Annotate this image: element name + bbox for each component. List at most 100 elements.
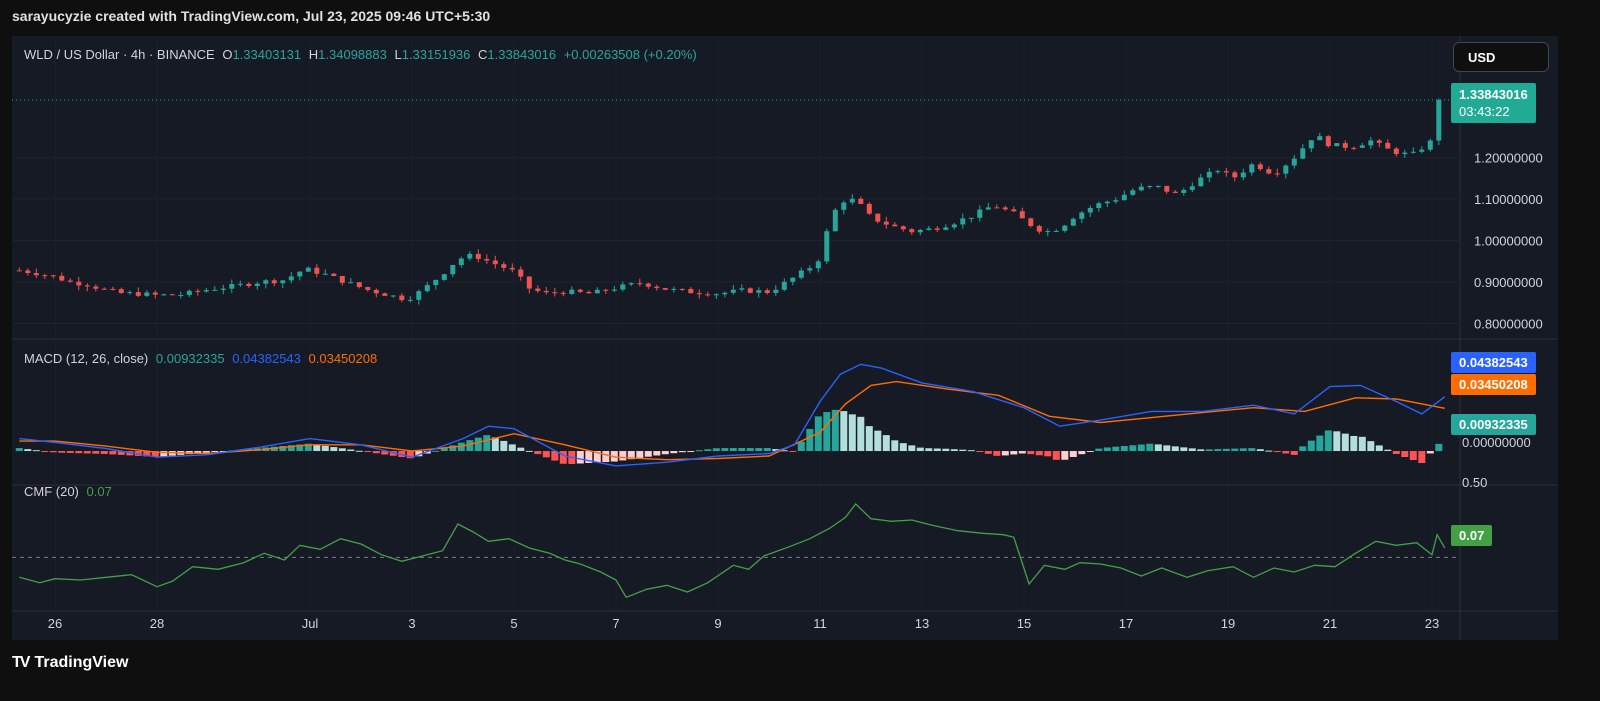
candle-body (110, 288, 116, 290)
macd-histogram-bar (1222, 448, 1230, 452)
candle-body (705, 294, 711, 296)
macd-histogram-bar (891, 440, 899, 452)
macd-histogram-bar (1137, 444, 1145, 452)
macd-histogram-bar (1078, 451, 1086, 455)
candle-body (696, 293, 702, 295)
macd-histogram-bar (644, 451, 652, 457)
candle-body (458, 258, 464, 265)
candle-body (1325, 136, 1331, 147)
candle-body (1079, 212, 1085, 219)
candle-body (76, 281, 82, 286)
cmf-top-label: 0.50 (1462, 475, 1488, 490)
cmf-title[interactable]: CMF (20) (24, 484, 79, 499)
candle-body (1121, 194, 1127, 201)
candle-body (586, 291, 592, 294)
macd-histogram-bar (1129, 445, 1137, 452)
macd-histogram-bar (1188, 448, 1196, 452)
macd-histogram-bar (1401, 451, 1409, 458)
macd-histogram-bar (797, 441, 805, 452)
macd-histogram-bar (49, 451, 57, 453)
macd-histogram-bar (279, 445, 287, 452)
time-tick-label: 21 (1323, 616, 1337, 631)
macd-histogram-bar (1273, 451, 1281, 453)
macd-histogram-bar (1231, 448, 1239, 452)
chart-canvas[interactable]: 1.20000000 1.10000000 1.00000000 0.90000000… (12, 36, 1558, 640)
candle-body (722, 292, 728, 295)
tradingview-logo[interactable]: TV TradingView (12, 654, 128, 672)
candle-body (1402, 152, 1408, 155)
candle-body (917, 229, 923, 233)
candle-body (254, 283, 260, 287)
candle-body (212, 289, 218, 291)
macd-histogram-bar (551, 451, 559, 461)
candle-body (1410, 151, 1416, 153)
last-price-value: 1.33843016 (1459, 87, 1528, 102)
candle-body (977, 209, 983, 218)
macd-histogram-bar (474, 437, 482, 452)
macd-histogram-bar (840, 411, 848, 452)
price-tick-label: 1.20000000 (1474, 150, 1543, 165)
candle-body (1351, 147, 1357, 149)
candle-body (968, 217, 974, 219)
candle-body (1087, 207, 1093, 213)
candle-body (790, 277, 796, 282)
macd-histogram-bar (729, 448, 737, 452)
symbol-legend: WLD / US Dollar · 4h · BINANCE O1.334031… (24, 47, 701, 62)
candle-body (501, 264, 507, 268)
candle-body (1427, 140, 1433, 150)
change-value: +0.00263508 (+0.20%) (563, 47, 697, 62)
chart-frame (12, 36, 1558, 640)
time-tick-label: 19 (1221, 616, 1235, 631)
macd-histogram-bar (1018, 451, 1026, 454)
candle-body (67, 280, 73, 282)
macd-title[interactable]: MACD (12, 26, close) (24, 351, 149, 366)
bar-countdown: 03:43:22 (1459, 104, 1510, 119)
candle-body (1155, 185, 1161, 187)
macd-legend: MACD (12, 26, close) 0.00932335 0.043825… (24, 351, 381, 366)
candle-body (866, 203, 872, 214)
macd-histogram-bar (763, 448, 771, 452)
candle-body (1308, 140, 1314, 149)
candle-body (1070, 218, 1076, 226)
candle-body (1147, 186, 1153, 188)
candle-body (807, 268, 813, 271)
macd-histogram-bar (1163, 445, 1171, 452)
candle-body (824, 231, 830, 262)
candle-body (934, 228, 940, 230)
macd-histogram-bar (1435, 443, 1443, 452)
macd-histogram-bar (211, 451, 219, 453)
price-tick-label: 0.80000000 (1474, 317, 1543, 332)
candle-body (186, 290, 192, 295)
symbol-title[interactable]: WLD / US Dollar · 4h · BINANCE (24, 47, 215, 62)
currency-button[interactable]: USD (1453, 42, 1549, 72)
candle-body (373, 289, 379, 294)
macd-signal-line (19, 380, 1445, 461)
macd-histogram-bar (933, 448, 941, 452)
macd-histogram-bar (1112, 446, 1120, 452)
candle-body (433, 279, 439, 286)
price-tick-label: 0.90000000 (1474, 275, 1543, 290)
macd-histogram-bar (1154, 444, 1162, 452)
macd-histogram-bar (1324, 430, 1332, 452)
candle-body (1011, 209, 1017, 212)
macd-histogram-bar (1341, 433, 1349, 452)
macd-histogram-bar (143, 451, 151, 457)
candle-body (1172, 191, 1178, 193)
macd-histogram-bar (534, 451, 542, 455)
candle-body (1385, 142, 1391, 149)
candle-body (1104, 201, 1110, 204)
macd-histogram-bar (542, 451, 550, 458)
macd-histogram-bar (41, 451, 49, 453)
low-label: L (394, 47, 402, 62)
candle-body (1130, 190, 1136, 195)
macd-histogram-bar (483, 435, 491, 452)
macd-histogram-bar (338, 448, 346, 452)
candle-body (152, 292, 158, 295)
time-tick-label: 3 (408, 616, 415, 631)
candle-body (883, 221, 889, 225)
candle-body (747, 288, 753, 293)
macd-histogram-bar (1001, 451, 1009, 456)
candle-body (1232, 172, 1238, 178)
candle-body (484, 258, 490, 261)
macd-histogram-bar (219, 451, 227, 453)
